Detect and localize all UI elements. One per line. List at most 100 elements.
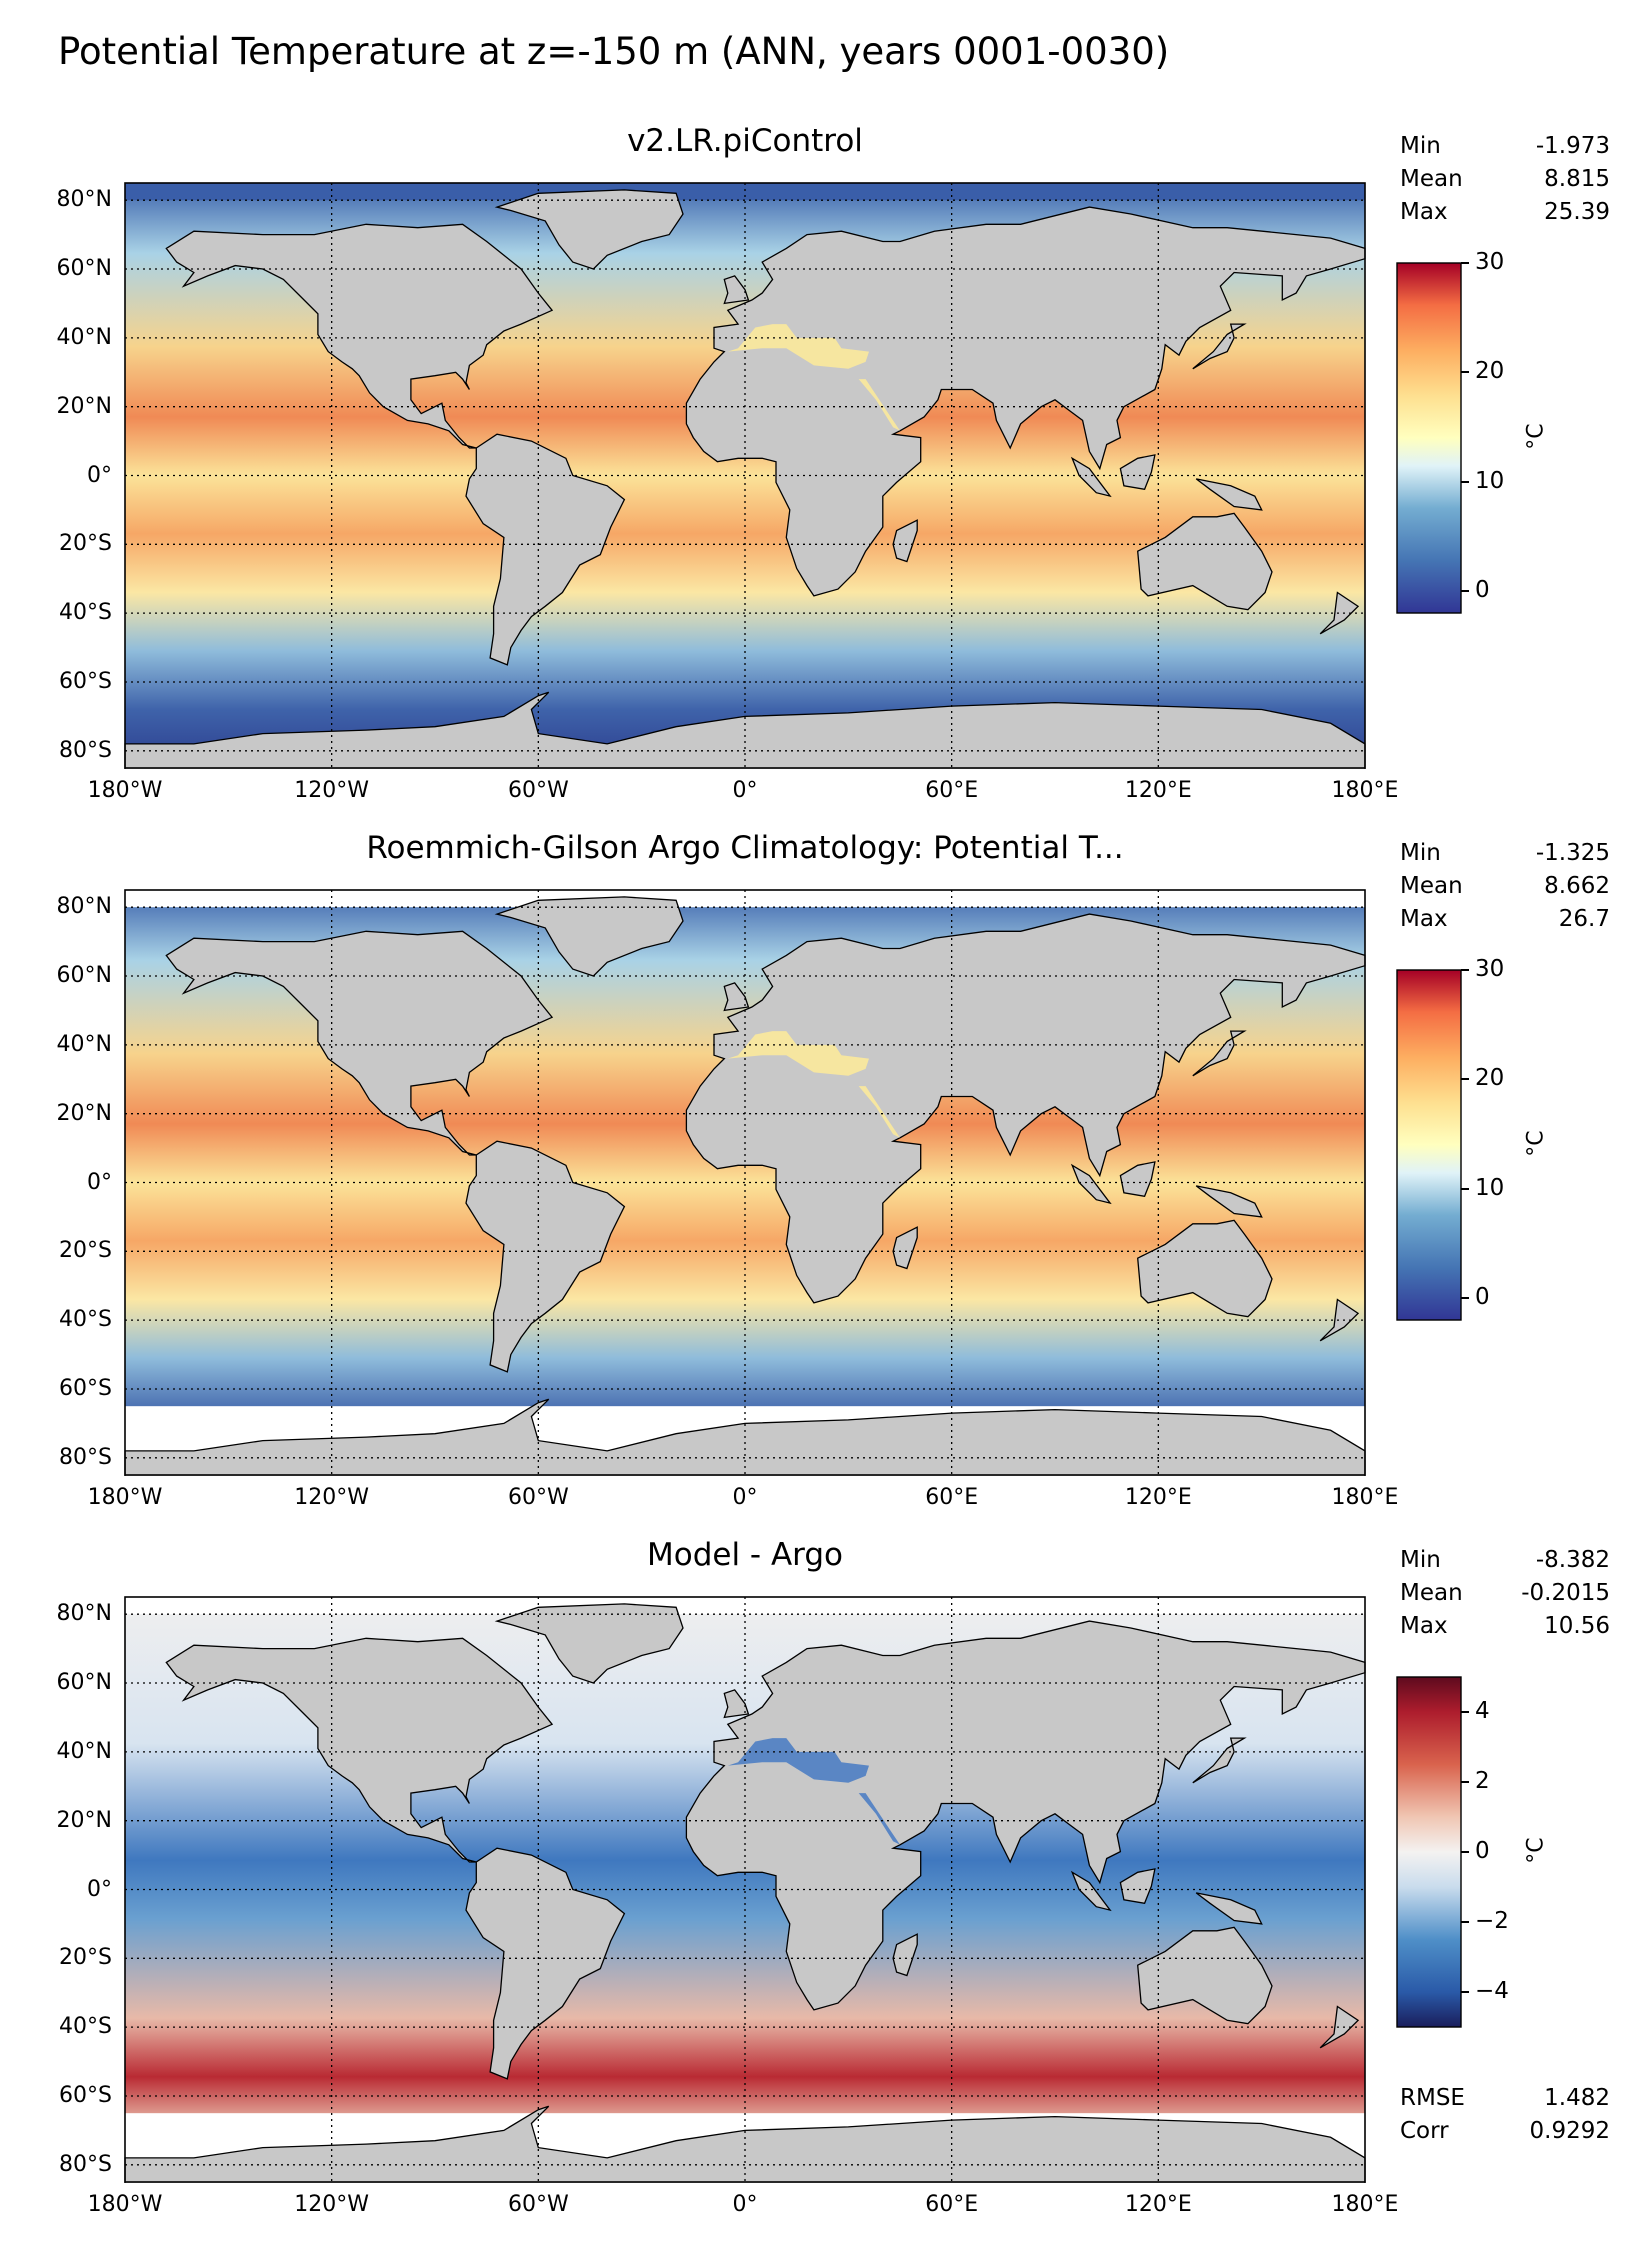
lon-tick-label: 120°W [294,2192,370,2217]
stat-label: Min [1400,840,1441,866]
stat-value: 25.39 [1544,199,1610,225]
lat-tick-label: 80°N [56,187,112,213]
lon-tick-label: 0° [732,2192,758,2217]
stat-label: Max [1400,199,1448,225]
med-gap-sea [727,324,869,369]
lat-tick-label: 20°N [56,393,112,419]
lon-tick-label: 60°W [507,778,569,803]
new-guinea-landmass [1195,478,1263,511]
stat-value: 1.482 [1544,2085,1610,2111]
colorbar-tick [1461,1711,1469,1713]
uk-landmass [723,275,750,305]
stat-row-min: Min -1.325 [1400,840,1610,870]
japan-landmass [1192,323,1247,370]
colorbar-unit-label: °C [1523,423,1549,450]
map-plot-area [124,1596,1366,2183]
arabia-sea-gap-sea [858,379,900,431]
south-america-landmass [465,1847,626,2080]
lat-tick-label: 20°N [56,1807,112,1833]
figure-title: Potential Temperature at z=-150 m (ANN, … [58,30,1170,73]
panel-title: v2.LR.piControl [627,123,863,159]
new-zealand-landmass [1319,1298,1360,1342]
north-america-landmass [165,1637,554,1863]
stat-label: Corr [1400,2118,1449,2144]
colorbar-tick [1461,1991,1469,1993]
arctic-band [125,1597,1365,1615]
uk-landmass [723,1689,750,1719]
lon-tick-label: 0° [732,778,758,803]
new-zealand-landmass [1319,2005,1360,2049]
colorbar-tick-label: 4 [1475,1698,1490,1724]
lat-tick-label: 60°S [59,668,112,694]
colorbar-tick-label: 0 [1475,1838,1490,1864]
greenland-landmass [494,1603,684,1684]
stat-label: Mean [1400,166,1463,192]
sumatra-landmass [1070,1163,1112,1205]
stat-label: Min [1400,133,1441,159]
colorbar [1396,1676,1462,2028]
lon-tick-label: 180°E [1331,778,1399,803]
map-frame [124,889,1366,1476]
colorbar-tick [1461,969,1469,971]
uk-landmass [723,982,750,1012]
colorbar-tick-label: 10 [1475,1174,1505,1201]
lat-tick-label: 40°N [56,1738,112,1764]
stat-row-mean: Mean 8.662 [1400,873,1610,903]
map-plot-area [124,889,1366,1476]
lat-tick-label: 20°S [59,531,112,557]
lon-tick-label: 60°W [507,2192,569,2217]
australia-landmass [1137,512,1273,611]
lat-tick-label: 20°S [59,1238,112,1264]
stat-label: Min [1400,1547,1441,1573]
arabia-sea-gap-sea [858,1793,900,1845]
stat-value: -1.973 [1535,133,1610,159]
lat-tick-label: 0° [87,1876,112,1902]
map-panel-2: Roemmich-Gilson Argo Climatology: Potent… [0,830,1651,1530]
map-panel-1: v2.LR.piControl 80°N 60°N 40°N 20°N 0° 20°S 40°… [0,123,1651,823]
map-plot-area [124,182,1366,769]
colorbar-tick-label: 30 [1475,956,1505,982]
africa-eurasia-landmass [685,1620,1366,2011]
stat-value: 8.815 [1544,166,1610,192]
lat-tick-label: 20°N [56,1100,112,1126]
stat-value: 8.662 [1544,873,1610,899]
lon-tick-label: 180°W [87,1485,163,1510]
lat-tick-label: 80°N [56,894,112,920]
lat-tick-label: 60°N [56,256,112,282]
lon-tick-label: 120°E [1124,778,1192,803]
lon-tick-label: 0° [732,1485,758,1510]
arctic-band [125,890,1365,908]
arabia-sea-gap-sea [858,1086,900,1138]
lat-tick-label: 80°S [59,2151,112,2177]
lon-tick-label: 120°E [1124,2192,1192,2217]
lon-tick-label: 180°W [87,2192,163,2217]
stat-value: 10.56 [1544,1613,1610,1639]
colorbar-tick-label: 20 [1475,1065,1505,1092]
colorbar-tick [1461,1078,1469,1081]
lat-tick-label: 40°S [59,2014,112,2040]
lat-tick-label: 60°S [59,1375,112,1401]
stat-row-corr: Corr 0.9292 [1400,2118,1610,2148]
colorbar-tick [1461,1297,1469,1300]
north-america-landmass [165,930,554,1156]
lat-tick-label: 0° [87,462,112,488]
colorbar-tick-label: 10 [1475,467,1505,494]
colorbar [1396,262,1462,614]
borneo-landmass [1119,1161,1156,1198]
lat-tick-label: 20°S [59,1945,112,1971]
lon-tick-label: 180°E [1331,1485,1399,1510]
lat-tick-label: 0° [87,1169,112,1195]
colorbar [1396,969,1462,1321]
stat-label: Max [1400,906,1448,932]
lon-tick-label: 120°W [294,778,370,803]
greenland-landmass [494,189,684,270]
colorbar-tick [1461,1781,1469,1783]
new-guinea-landmass [1195,1892,1263,1925]
stat-value: -0.2015 [1521,1580,1610,1606]
colorbar-unit-label: °C [1523,1837,1549,1864]
lon-tick-label: 180°W [87,778,163,803]
stat-value: 0.9292 [1529,2118,1610,2144]
lat-tick-label: 40°N [56,324,112,350]
sumatra-landmass [1070,456,1112,498]
lat-tick-label: 60°N [56,1670,112,1696]
